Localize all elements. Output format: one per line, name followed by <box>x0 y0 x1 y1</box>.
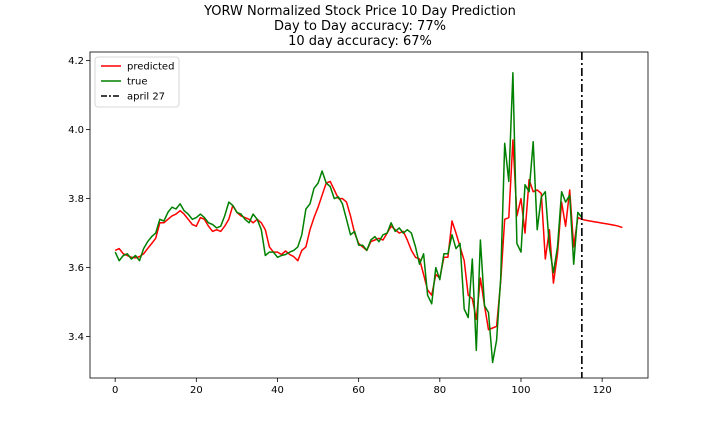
y-tick-label: 3.4 <box>68 332 84 343</box>
series-line-true <box>114 71 583 364</box>
x-tick-label: 40 <box>271 385 284 396</box>
plot-frame <box>89 51 649 379</box>
x-tick-label: 80 <box>433 385 446 396</box>
chart-title: YORW Normalized Stock Price 10 Day Predi… <box>204 4 516 19</box>
chart-subtitle-day-accuracy: Day to Day accuracy: 77% <box>274 19 446 34</box>
legend-label: predicted <box>127 62 174 73</box>
plot-lines <box>114 52 623 378</box>
chart-subtitle-ten-day-accuracy: 10 day accuracy: 67% <box>288 34 432 49</box>
y-tick-label: 4.0 <box>68 125 84 136</box>
y-tick-label: 4.2 <box>68 56 84 67</box>
y-tick-label: 3.8 <box>68 194 84 205</box>
x-axis: 0 20 40 60 80 100 120 <box>112 378 612 396</box>
x-tick-label: 100 <box>511 385 530 396</box>
legend: predicted true april 27 <box>94 56 180 108</box>
x-tick-label: 20 <box>190 385 203 396</box>
y-tick-label: 3.6 <box>68 263 84 274</box>
legend-box <box>94 56 180 108</box>
series-line-predicted <box>114 139 623 331</box>
legend-label: april 27 <box>127 92 165 103</box>
legend-label: true <box>127 77 148 88</box>
y-axis: 3.4 3.6 3.8 4.0 4.2 <box>68 56 90 343</box>
x-tick-label: 0 <box>112 385 118 396</box>
x-tick-label: 120 <box>593 385 612 396</box>
x-tick-label: 60 <box>352 385 365 396</box>
